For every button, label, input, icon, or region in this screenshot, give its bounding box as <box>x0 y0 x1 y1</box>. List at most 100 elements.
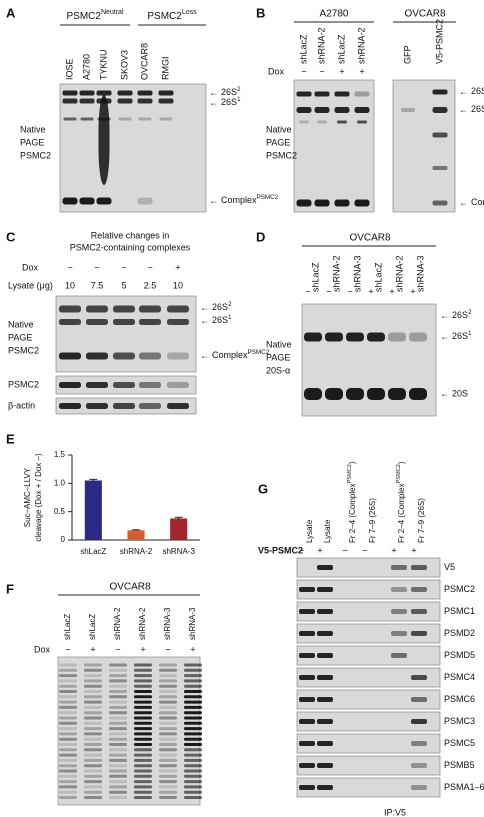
sign: + <box>410 286 415 296</box>
band <box>317 609 333 614</box>
text-part: 26S <box>221 87 237 97</box>
band <box>84 769 102 773</box>
band <box>317 653 333 658</box>
text-part: Complex <box>212 350 248 360</box>
lane-label: A2780 <box>81 54 91 80</box>
band <box>134 679 152 683</box>
band <box>134 716 152 720</box>
y-axis-label: Suc–AMC–LLVY <box>23 467 32 527</box>
group-label: PSMC2Loss <box>147 9 197 21</box>
band <box>299 741 315 746</box>
lane-label: V5-PSMC2 <box>434 19 444 64</box>
band <box>86 319 108 325</box>
band <box>109 668 127 672</box>
band <box>84 785 102 789</box>
band <box>134 785 152 789</box>
band <box>113 352 135 360</box>
band <box>167 403 189 409</box>
band <box>59 753 77 757</box>
band <box>159 764 177 768</box>
band <box>84 727 102 731</box>
band <box>84 796 102 799</box>
band <box>59 679 77 683</box>
band <box>388 388 406 400</box>
band <box>59 764 77 768</box>
band <box>79 90 95 96</box>
band <box>159 690 177 693</box>
band <box>84 753 102 757</box>
band <box>134 743 152 746</box>
band <box>134 758 152 762</box>
band <box>314 199 330 207</box>
band <box>317 587 333 592</box>
band <box>184 700 202 704</box>
band <box>113 382 135 388</box>
band <box>317 763 333 768</box>
superscript: 1 <box>237 96 241 103</box>
band-label: 26S2 <box>212 301 232 312</box>
sign: + <box>391 545 396 555</box>
band <box>59 732 77 736</box>
y-tick-label: 1.0 <box>54 478 66 487</box>
row-label: Dox <box>22 262 39 272</box>
lysate-amount: 10 <box>65 280 75 290</box>
superscript: 2 <box>228 301 232 308</box>
band <box>158 98 174 104</box>
text-part: 26S <box>212 315 228 325</box>
band <box>296 91 312 97</box>
superscript: PSMC2 <box>396 464 402 483</box>
x-tick-label: shRNA-2 <box>120 547 153 556</box>
band <box>79 197 95 205</box>
band <box>109 684 127 688</box>
band <box>84 684 102 688</box>
band <box>59 780 77 784</box>
band <box>432 107 448 113</box>
band <box>96 197 112 205</box>
bar <box>127 530 145 540</box>
band <box>357 120 367 124</box>
band <box>98 95 110 185</box>
band <box>59 785 77 789</box>
band <box>134 732 152 736</box>
band <box>84 716 102 720</box>
band <box>84 668 102 672</box>
text-part: ) <box>348 461 357 464</box>
band <box>159 743 177 746</box>
y-tick-label: 0 <box>61 535 66 544</box>
band <box>167 319 189 325</box>
band <box>84 790 102 794</box>
panel-title: Relative changes in <box>91 230 170 240</box>
band-label: ComplexPSMC2 <box>221 194 279 205</box>
band <box>59 716 77 720</box>
lane-label: shLacZ <box>310 262 320 292</box>
band <box>80 117 94 121</box>
band <box>334 107 350 113</box>
band <box>317 120 327 124</box>
band <box>59 737 77 741</box>
sign: + <box>411 545 416 555</box>
band <box>139 352 161 360</box>
band <box>59 774 77 778</box>
arrow: ← <box>200 350 209 360</box>
blot-label: β-actin <box>8 400 35 410</box>
blot <box>392 79 456 213</box>
band <box>159 684 177 688</box>
band <box>59 305 81 313</box>
band <box>118 117 132 121</box>
bar <box>170 518 188 540</box>
blot <box>296 623 441 644</box>
band <box>59 684 77 688</box>
band <box>84 690 102 693</box>
lane-label: shRNA-2 <box>331 255 341 292</box>
band <box>59 743 77 746</box>
band <box>184 748 202 752</box>
sign: − <box>342 545 347 555</box>
sign: − <box>121 262 126 272</box>
band <box>62 90 78 96</box>
y-tick-label: 0.5 <box>54 507 66 516</box>
lane-label: shLacZ <box>373 262 383 292</box>
lane-label: shRNA-2 <box>113 607 122 640</box>
group-label: PSMC2Neutral <box>66 9 123 21</box>
band <box>109 663 127 667</box>
